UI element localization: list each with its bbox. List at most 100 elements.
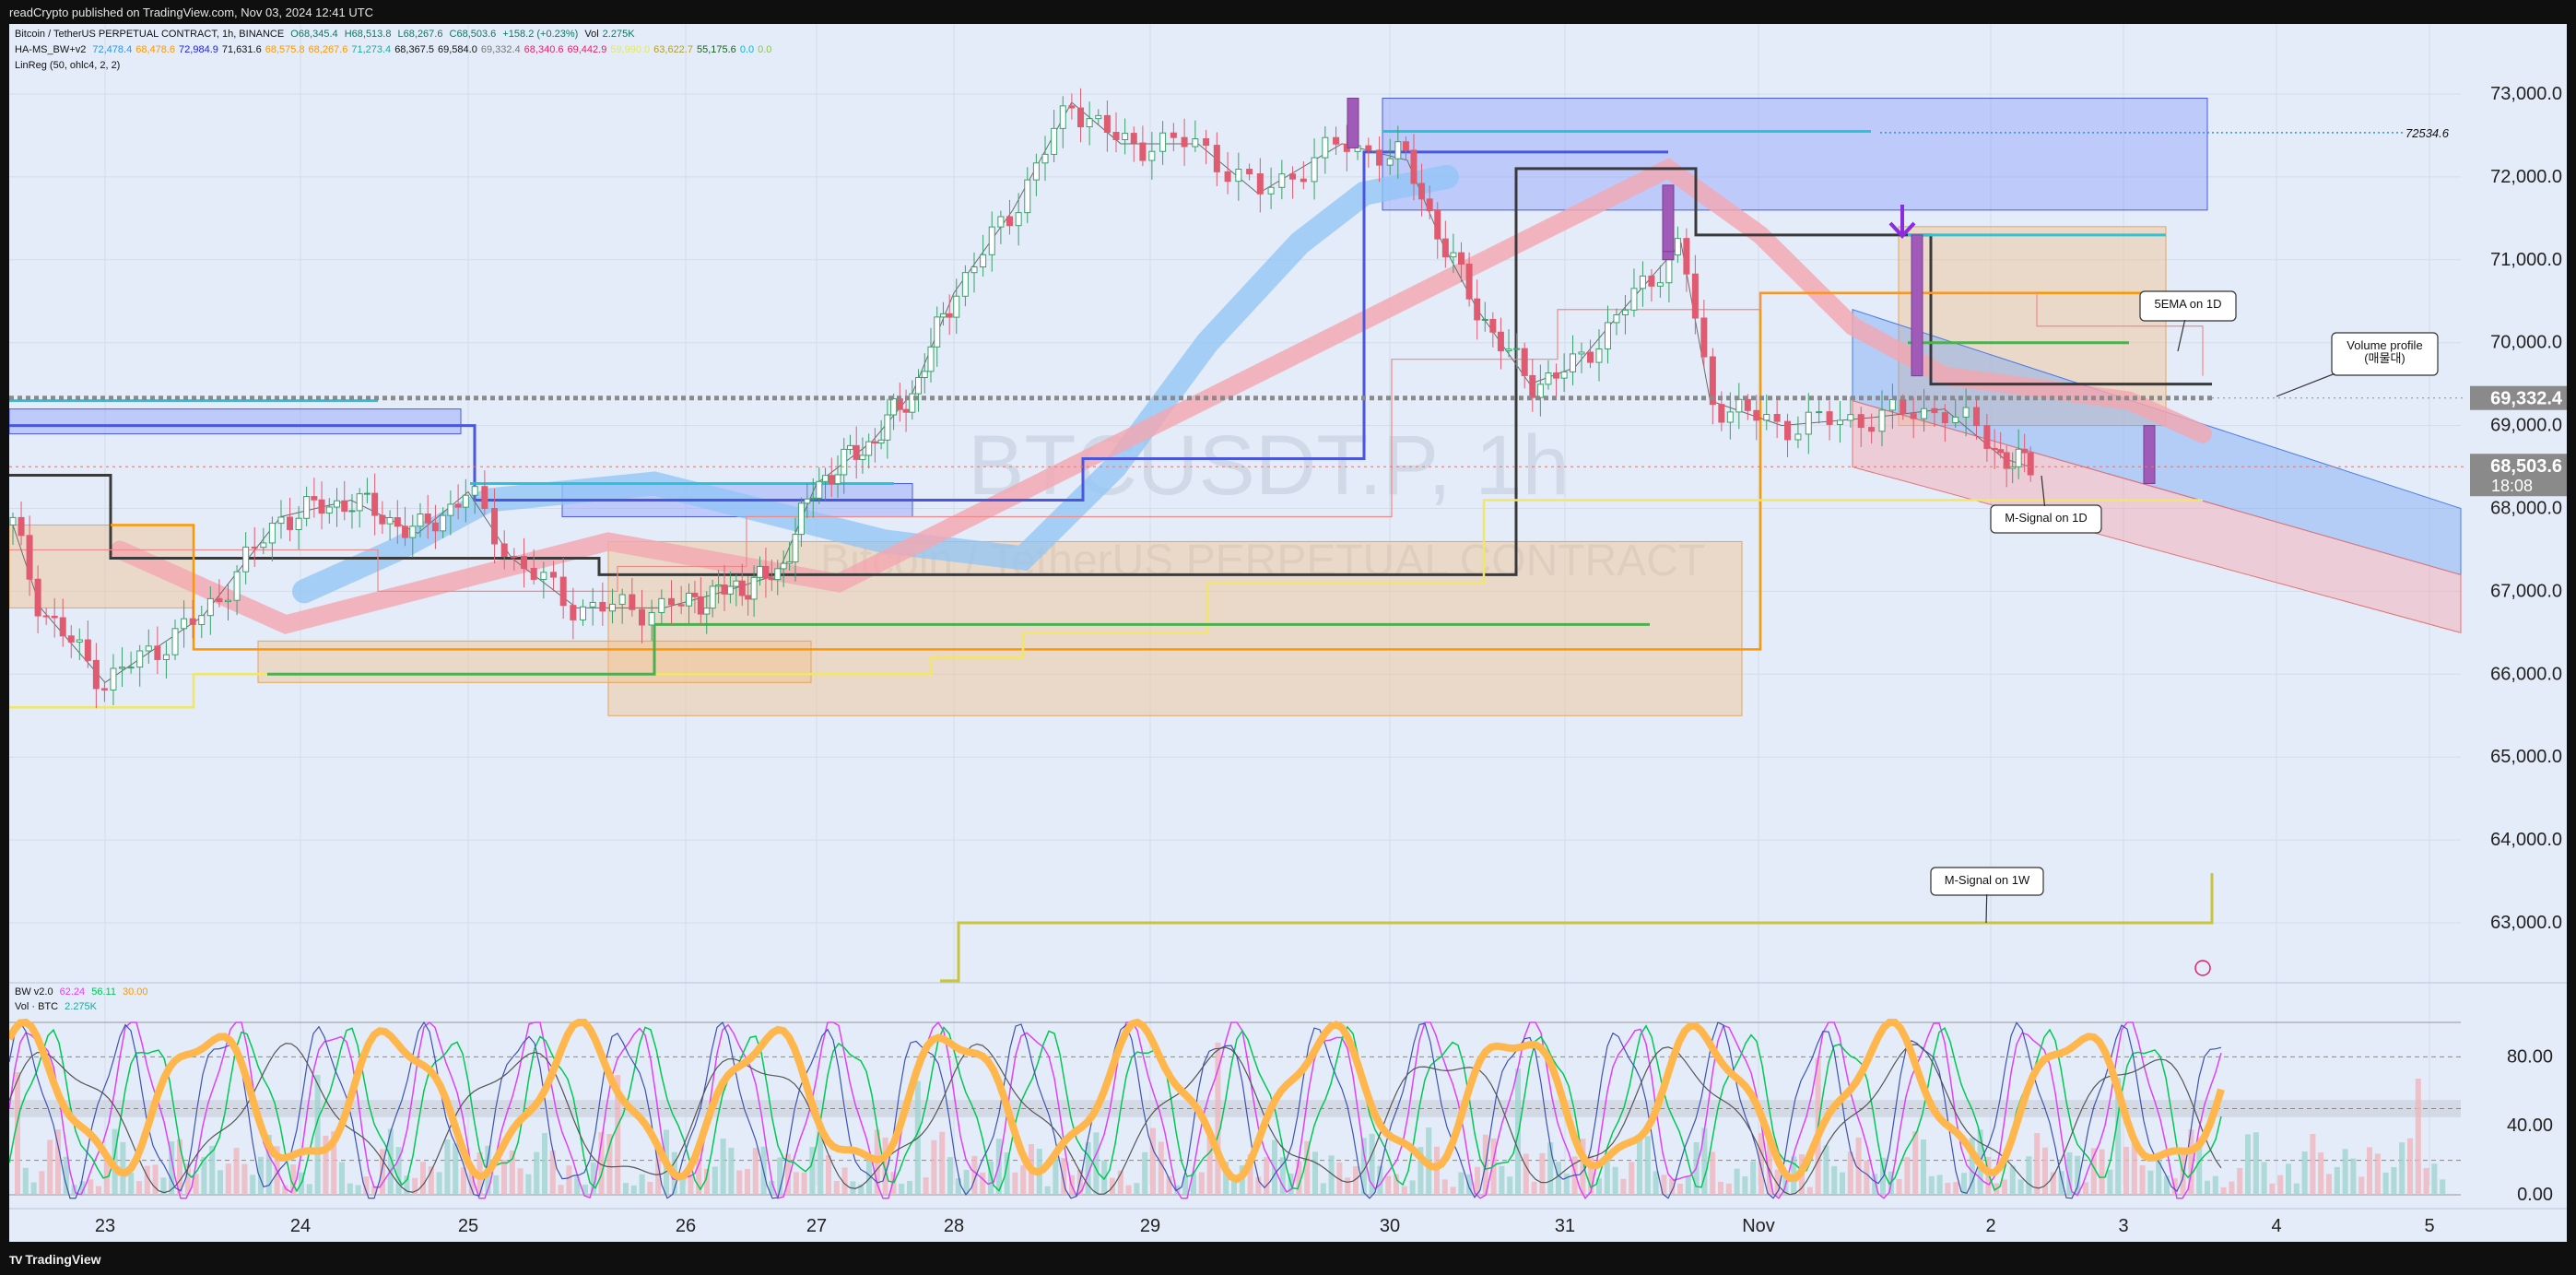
candle-body	[865, 441, 873, 456]
candle-body	[277, 516, 285, 525]
legend-value: 68,575.8	[265, 44, 305, 55]
volume-bar	[1466, 1174, 1473, 1195]
candle-body	[1041, 153, 1049, 164]
volume-bar	[1117, 1170, 1123, 1195]
legend-line-2: HA-MS_BW+v2 72,478.4 68,478.6 72,984.9 71,6…	[15, 44, 775, 55]
volume-bar	[769, 1180, 775, 1195]
candle-body	[768, 577, 775, 581]
legend-value: 55,175.6	[696, 44, 736, 55]
candle-body	[1753, 409, 1760, 421]
volume-bar	[1369, 1133, 1375, 1195]
chart-frame[interactable]: BTCUSDT.P, 1h Bitcoin / TetherUS PERPETU…	[6, 24, 2567, 1242]
volume-bar	[1629, 1162, 1635, 1195]
candle-body	[1489, 318, 1497, 333]
volume-bar	[728, 1147, 735, 1195]
candle-body	[1474, 298, 1481, 321]
price-chart[interactable]: BTCUSDT.P, 1h Bitcoin / TetherUS PERPETU…	[6, 24, 2567, 1242]
candle-body	[1505, 348, 1512, 351]
blue-ema-band	[292, 164, 1459, 604]
volume-bar	[2407, 1138, 2413, 1195]
candle-body	[491, 508, 499, 545]
candle-body	[318, 499, 325, 514]
volume-bar	[218, 1170, 223, 1195]
volume-bar	[2293, 1183, 2300, 1195]
candle-body	[1192, 138, 1199, 148]
candle-body	[786, 561, 794, 564]
grid	[9, 24, 2461, 1186]
volume-bar	[1458, 1172, 1464, 1195]
candle-body	[980, 254, 987, 268]
candle-body	[1246, 169, 1253, 175]
candle-body	[667, 597, 675, 606]
time-tick-label: 26	[676, 1216, 696, 1236]
candle-body	[550, 572, 558, 578]
volume-bar	[152, 1164, 159, 1195]
osc-tick-label: 40.00	[2507, 1116, 2553, 1136]
candle-body	[18, 516, 25, 537]
tradingview-logo[interactable]: TV TradingView	[9, 1252, 101, 1267]
candle-body	[1962, 407, 1970, 418]
candle-body	[1015, 212, 1022, 227]
volume-bar	[1441, 1179, 1448, 1195]
volume-bar	[1847, 1151, 1853, 1195]
volume-bar	[323, 1135, 329, 1195]
candle-body	[447, 503, 454, 516]
volume-bar	[1612, 1166, 1618, 1195]
candle-body	[750, 576, 758, 600]
volume-bar	[1588, 1155, 1594, 1195]
volume-bar	[2261, 1162, 2267, 1195]
candle-body	[1983, 425, 1991, 449]
volume-bar	[128, 1173, 135, 1195]
legend-value: 63,622.7	[653, 44, 693, 55]
volume-bar	[1806, 1186, 1813, 1195]
volume-bar	[241, 1163, 248, 1195]
volume-bar	[988, 1161, 994, 1195]
volume-bar	[371, 1186, 378, 1195]
osc-name: BW v2.0	[15, 986, 53, 998]
level-label: 72534.6	[2405, 126, 2450, 140]
candle-body	[325, 506, 333, 514]
price-tick-label: 70,000.0	[2490, 333, 2562, 353]
candle-body	[1613, 314, 1620, 324]
candle-body	[198, 615, 206, 625]
candle-body	[774, 568, 782, 581]
candle-body	[877, 439, 885, 444]
candle-body	[997, 216, 1005, 228]
msignal-1w-line	[940, 873, 2214, 983]
volume-bar	[534, 1151, 540, 1195]
volume-bar	[558, 1185, 564, 1195]
candle-body	[334, 500, 341, 508]
volume-bar	[1215, 1042, 1221, 1195]
volume-bar	[2415, 1078, 2421, 1195]
volume-bar	[574, 1176, 581, 1195]
volume-bar	[971, 1155, 978, 1195]
volume-bar	[1620, 1178, 1627, 1195]
volume-bar	[63, 1156, 69, 1195]
candle-body	[961, 272, 969, 297]
volume-bar	[1596, 1178, 1602, 1195]
osc-tick-label: 80.00	[2507, 1046, 2553, 1067]
volume-bar	[2205, 1180, 2210, 1195]
volume-bar	[1653, 1171, 1659, 1195]
legend-open: O68,345.4	[290, 29, 338, 40]
volume-bar	[1604, 1155, 1610, 1195]
blue-zone	[8, 408, 462, 435]
volume-bar	[931, 1139, 937, 1195]
volume-bar	[2188, 1129, 2194, 1195]
legend-vol: 2.275K	[602, 29, 635, 40]
candle-body	[762, 565, 770, 579]
candle-body	[287, 516, 294, 530]
vol-pane-value: 2.275K	[65, 1001, 98, 1012]
candle-body	[1458, 252, 1465, 265]
candle-body	[242, 546, 250, 573]
volume-bar	[193, 1174, 199, 1195]
candle-body	[1868, 427, 1876, 432]
msignal-1w-callout-fill	[1932, 868, 2042, 894]
volume-bar	[1231, 1177, 1237, 1195]
candle-body	[715, 584, 723, 587]
candle-body	[311, 496, 318, 501]
candle-body	[792, 534, 799, 562]
candle-body	[1553, 372, 1560, 379]
volume-bar	[1823, 1145, 1829, 1195]
legend-value: 0.0	[758, 44, 772, 55]
